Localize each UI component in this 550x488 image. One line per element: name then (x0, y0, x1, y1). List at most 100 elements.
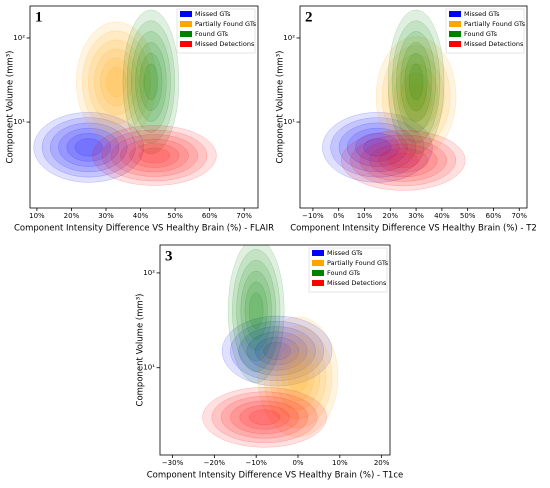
density-contour (368, 143, 438, 178)
legend-label: Missed Detections (327, 279, 387, 287)
x-tick-label: 10% (29, 212, 45, 220)
density-contour (340, 130, 466, 191)
legend-label: Missed GTs (464, 10, 500, 18)
density-contour (88, 39, 145, 125)
x-tick-label: 70% (511, 212, 527, 220)
x-tick-label: 50% (460, 212, 476, 220)
density-contour (139, 52, 163, 111)
density-contour (396, 31, 436, 133)
legend-label: Missed GTs (195, 10, 231, 18)
density-contour (220, 396, 309, 439)
density-contour (240, 270, 272, 351)
x-tick-label: 0% (292, 459, 303, 467)
density-contour (120, 138, 189, 173)
y-tick-label: 10¹ (283, 118, 295, 126)
density-contour (269, 334, 327, 420)
density-contour (287, 361, 309, 393)
density-contour (129, 143, 180, 168)
legend-label: Partially Found GTs (327, 259, 389, 267)
density-contour (238, 326, 316, 376)
density-contour (126, 20, 175, 144)
density-contour (66, 133, 111, 162)
density-contour (239, 405, 290, 430)
density-contour (392, 20, 441, 144)
density-contour (405, 81, 427, 112)
legend-label: Found GTs (464, 30, 498, 38)
density-contour (355, 133, 400, 162)
y-axis-label: Component Volume (mm³) (6, 51, 16, 164)
x-tick-label: 30% (408, 212, 424, 220)
density-contour (106, 66, 127, 98)
density-contour (350, 134, 457, 187)
density-contour (82, 30, 151, 134)
x-axis-label: Component Intensity Difference VS Health… (14, 224, 274, 234)
legend-label: Missed GTs (327, 249, 363, 257)
x-tick-label: 10% (357, 212, 373, 220)
density-contour (110, 134, 199, 177)
density-contour (387, 152, 419, 169)
y-tick-label: 10¹ (143, 364, 155, 372)
density-contour (143, 63, 159, 101)
density-contour (232, 249, 281, 373)
legend-label: Found GTs (327, 269, 361, 277)
axes-frame (159, 244, 391, 456)
legend-swatch (180, 11, 192, 17)
plot-area (322, 9, 466, 191)
density-contour (359, 139, 447, 182)
legend-swatch (312, 270, 324, 276)
x-tick-label: 20% (64, 212, 80, 220)
density-contour (263, 342, 292, 361)
y-tick-label: 10¹ (13, 118, 25, 126)
y-axis-label: Component Volume (mm³) (276, 51, 286, 164)
density-contour (138, 147, 171, 164)
legend-swatch (180, 31, 192, 37)
density-contour (92, 125, 217, 186)
x-tick-label: 70% (236, 212, 252, 220)
legend-swatch (449, 31, 461, 37)
density-contour (338, 122, 417, 173)
density-contour (346, 127, 408, 167)
panel-label: 1 (35, 9, 43, 25)
x-tick-label: 50% (167, 212, 183, 220)
legend-swatch (312, 280, 324, 286)
density-contour (399, 72, 433, 121)
density-contour (101, 129, 208, 182)
axes-frame (299, 5, 528, 209)
density-contour (202, 387, 327, 448)
x-tick-label: 20% (374, 459, 390, 467)
density-contour (41, 117, 136, 178)
density-contour (135, 42, 167, 122)
density-contour (330, 117, 425, 178)
y-tick-label: 10² (13, 34, 25, 42)
density-contour (236, 259, 277, 362)
legend-swatch (180, 41, 192, 47)
density-contour (263, 325, 333, 429)
density-contour (122, 9, 180, 155)
density-contour (387, 54, 445, 139)
density-contour (58, 127, 120, 167)
density-contour (281, 352, 315, 402)
panel-label: 2 (305, 9, 313, 25)
x-tick-label: −10% (302, 212, 324, 220)
density-contour (76, 21, 157, 143)
density-contour (400, 42, 432, 122)
density-contour (363, 138, 392, 157)
legend-swatch (180, 21, 192, 27)
density-contour (230, 321, 325, 382)
x-tick-label: 30% (98, 212, 114, 220)
density-contour (244, 281, 268, 340)
legend-swatch (312, 260, 324, 266)
x-axis-label: Component Intensity Difference VS Health… (147, 471, 404, 481)
density-contour (375, 36, 457, 157)
density-contour (49, 122, 128, 173)
legend-label: Found GTs (195, 30, 229, 38)
density-contour (221, 315, 333, 387)
density-contour (246, 331, 308, 371)
density-contour (381, 45, 451, 148)
plot-area (33, 9, 217, 186)
density-contour (248, 409, 281, 426)
legend-label: Partially Found GTs (464, 20, 526, 28)
density-contour (387, 9, 445, 155)
y-tick-label: 10² (143, 269, 155, 277)
